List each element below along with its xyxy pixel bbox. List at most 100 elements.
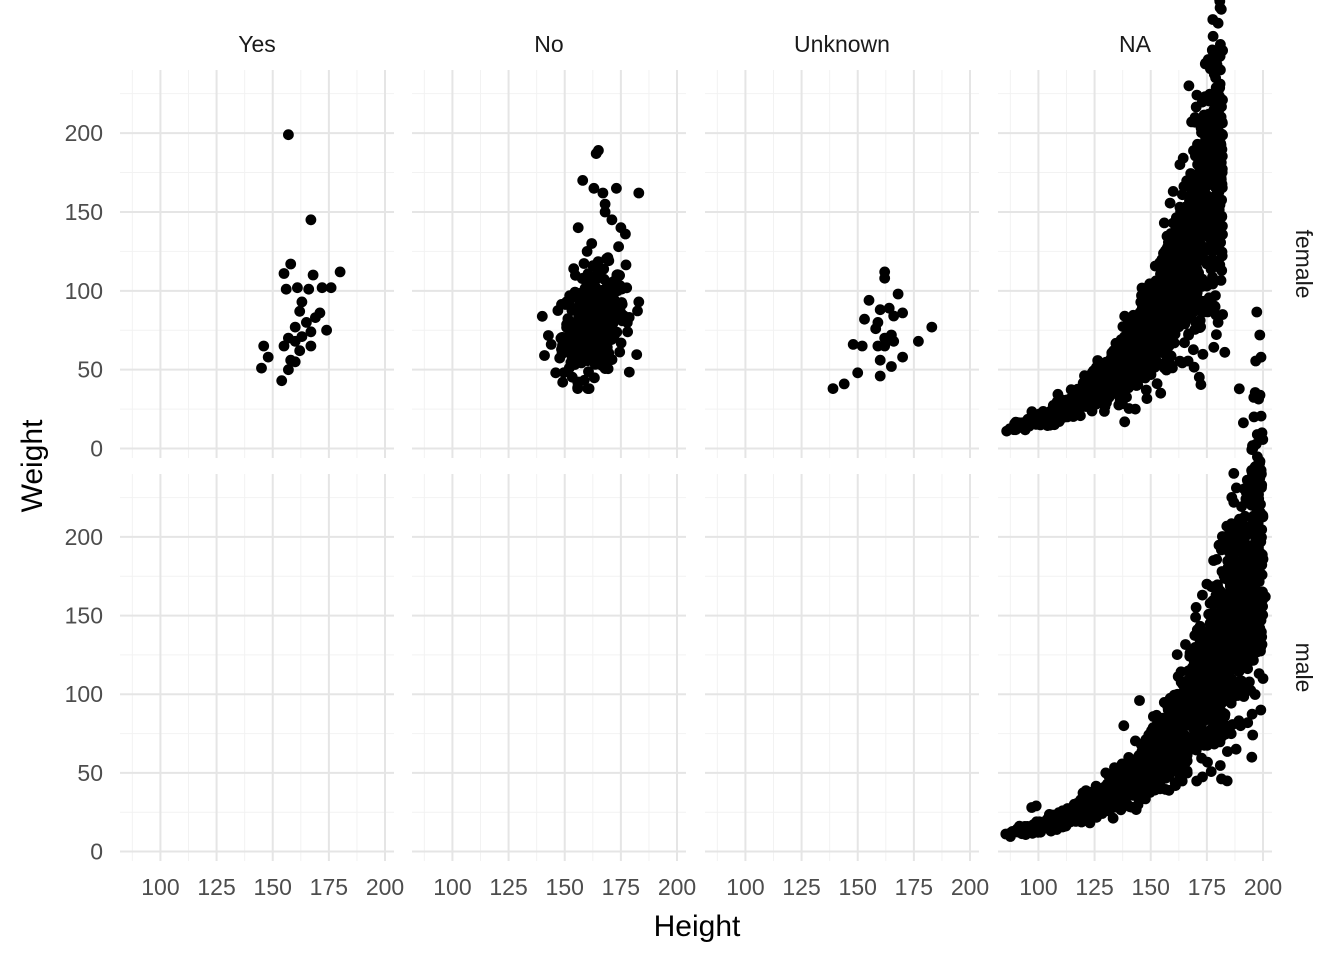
data-point [1199, 91, 1211, 103]
data-point [1188, 265, 1200, 277]
data-point [1208, 134, 1220, 146]
data-point [289, 335, 301, 347]
data-point [561, 296, 572, 308]
data-point [1171, 649, 1183, 660]
data-point [1131, 333, 1143, 344]
data-point [1212, 17, 1224, 29]
data-point [1115, 369, 1127, 381]
data-point [879, 340, 891, 352]
data-point [1157, 324, 1169, 335]
data-point [1226, 610, 1238, 622]
x-tick-label: 100 [1019, 874, 1057, 900]
data-point [1248, 618, 1260, 629]
y-tick-label: 0 [90, 839, 103, 865]
data-point [1139, 372, 1151, 384]
data-point [296, 296, 308, 308]
data-point [565, 356, 577, 368]
y-tick-label: 50 [77, 357, 103, 383]
data-point [1132, 799, 1144, 811]
data-point [1252, 602, 1264, 614]
data-point [1035, 409, 1047, 420]
data-point [568, 263, 580, 275]
data-point [1102, 785, 1114, 797]
data-point [1083, 787, 1095, 798]
data-point [606, 304, 617, 316]
data-point [913, 335, 924, 347]
data-point [1086, 367, 1098, 379]
data-point [1164, 340, 1175, 351]
data-point [1152, 300, 1164, 311]
data-point [1167, 186, 1179, 197]
data-point [1123, 403, 1135, 414]
data-point [874, 354, 886, 366]
data-point [1171, 258, 1183, 270]
data-point [1228, 545, 1240, 557]
data-point [897, 351, 908, 363]
data-point [886, 361, 897, 372]
data-point [1183, 328, 1194, 340]
data-point [1103, 391, 1115, 403]
data-point [1248, 411, 1260, 423]
data-point [589, 372, 600, 384]
x-tick-label: 200 [658, 874, 696, 900]
data-point [256, 362, 267, 374]
data-point [1122, 343, 1134, 355]
data-point [325, 282, 337, 294]
data-point [926, 321, 938, 333]
data-point [1230, 624, 1242, 636]
data-point [1252, 529, 1264, 540]
data-point [1100, 767, 1112, 779]
data-point [1135, 739, 1147, 750]
data-point [1197, 348, 1209, 360]
data-point [1140, 384, 1152, 396]
data-point [1250, 588, 1262, 599]
data-point [847, 339, 859, 350]
data-point [611, 269, 623, 281]
panel-male-Yes [120, 474, 394, 861]
data-point [1207, 678, 1218, 690]
data-point [310, 312, 321, 323]
data-point [1202, 756, 1213, 768]
data-point [1151, 378, 1163, 390]
data-point [1184, 647, 1196, 659]
data-point [578, 258, 590, 269]
data-point [1201, 578, 1213, 590]
data-point [301, 317, 312, 328]
data-point [1190, 602, 1202, 613]
data-point [863, 294, 875, 306]
data-point [1199, 184, 1210, 196]
data-point [1179, 316, 1191, 328]
data-point [1102, 366, 1114, 378]
x-tick-label: 150 [254, 874, 292, 900]
data-point [1189, 116, 1201, 128]
data-point [577, 175, 589, 186]
x-tick-label: 125 [197, 874, 235, 900]
data-point [1213, 176, 1224, 188]
data-point [1188, 740, 1199, 752]
data-point [1186, 302, 1198, 313]
data-point [1217, 309, 1228, 320]
data-point [1006, 826, 1018, 838]
data-point [615, 337, 627, 349]
data-point [1199, 658, 1211, 669]
data-point [859, 313, 870, 325]
y-tick-label: 100 [65, 681, 103, 707]
data-point [1189, 630, 1201, 641]
data-point [1181, 214, 1193, 226]
data-point [1177, 306, 1189, 318]
data-point [1117, 772, 1129, 784]
data-point [1209, 67, 1221, 79]
data-point [539, 350, 550, 361]
data-point [1184, 195, 1195, 206]
data-point [870, 323, 882, 335]
data-point [1211, 634, 1223, 645]
data-point [633, 296, 645, 308]
data-point [1188, 344, 1199, 356]
x-tick-label: 150 [1132, 874, 1170, 900]
x-tick-label: 150 [546, 874, 584, 900]
data-point [303, 283, 315, 295]
data-point [1226, 648, 1238, 660]
data-point [1250, 561, 1262, 573]
data-point [592, 298, 603, 309]
data-point [1214, 221, 1225, 233]
